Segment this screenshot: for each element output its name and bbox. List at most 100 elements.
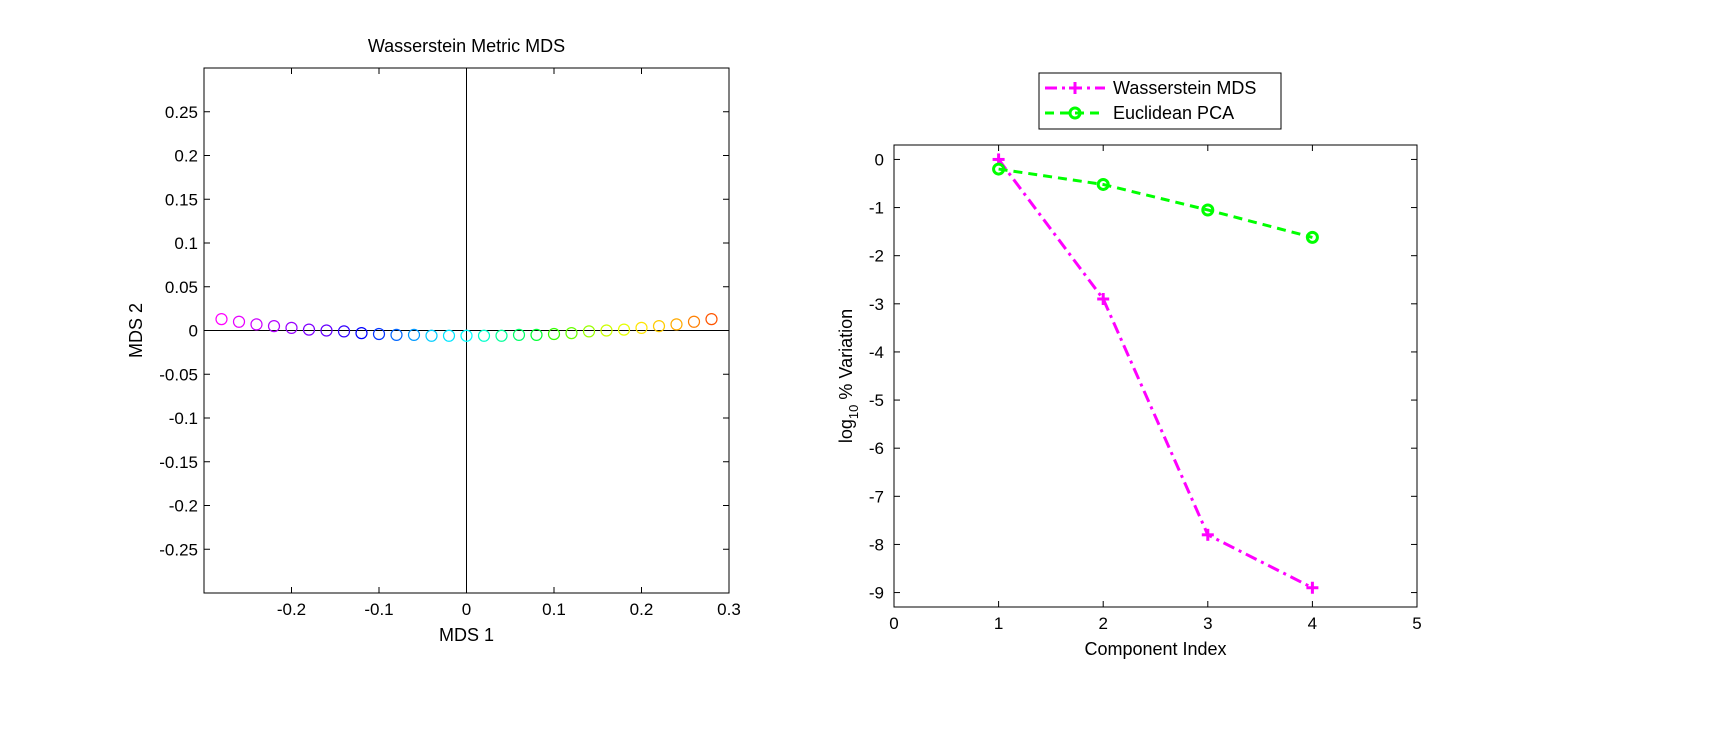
legend-entry: Euclidean PCA xyxy=(1045,103,1234,123)
scatter-point xyxy=(547,327,561,341)
y-tick-label: -9 xyxy=(869,584,884,603)
y-tick-label: -7 xyxy=(869,487,884,506)
circle-marker xyxy=(1068,106,1082,120)
y-axis-label-rest: % Variation xyxy=(836,309,856,405)
y-tick-label: 0.25 xyxy=(165,103,198,122)
x-tick-label: 3 xyxy=(1203,614,1212,633)
tick-marks xyxy=(204,68,730,593)
circle-marker xyxy=(992,162,1006,176)
series-lines xyxy=(992,153,1319,594)
legend-label: Wasserstein MDS xyxy=(1113,78,1256,98)
plus-marker xyxy=(1201,528,1214,541)
scatter-point xyxy=(320,324,333,337)
x-tick-label: 5 xyxy=(1412,614,1421,633)
y-axis-label: log10 % Variation xyxy=(836,309,861,443)
y-tick-label: -0.05 xyxy=(159,365,198,384)
scatter-point xyxy=(705,313,718,326)
y-tick-label: -1 xyxy=(869,199,884,218)
scatter-point xyxy=(600,324,613,337)
x-tick-label: -0.1 xyxy=(364,600,393,619)
y-tick-label: 0 xyxy=(875,150,884,169)
scatter-point xyxy=(477,329,491,342)
y-tick-label: -0.2 xyxy=(169,497,198,516)
y-axis-label-subscript: 10 xyxy=(846,405,861,419)
circle-marker xyxy=(1305,230,1319,244)
scatter-point xyxy=(635,321,648,334)
y-tick-label: -8 xyxy=(869,535,884,554)
y-tick-label: 0.1 xyxy=(174,234,198,253)
chart-title: Wasserstein Metric MDS xyxy=(368,36,565,56)
series-line xyxy=(998,167,1313,239)
x-axis-label: Component Index xyxy=(1084,639,1226,659)
scatter-points xyxy=(215,313,718,342)
scatter-point xyxy=(687,315,701,328)
scatter-point xyxy=(530,328,543,341)
legend-label: Euclidean PCA xyxy=(1113,103,1234,123)
scatter-point xyxy=(512,328,526,341)
y-tick-label: -4 xyxy=(869,343,884,362)
tick-labels: 0 1 2 3 4 5 0 -1 -2 -3 -4 -5 -6 -7 -8 -9 xyxy=(869,150,1422,633)
scatter-point xyxy=(565,327,578,340)
y-tick-label: 0.2 xyxy=(174,147,198,166)
x-tick-label: 0.3 xyxy=(717,600,741,619)
circle-marker xyxy=(1201,203,1215,217)
scatter-point xyxy=(337,325,351,338)
circle-marker xyxy=(1096,177,1110,191)
x-tick-label: 0.2 xyxy=(630,600,654,619)
variation-line-chart: 0 1 2 3 4 5 0 -1 -2 -3 -4 -5 -6 -7 -8 -9 Component Inde… xyxy=(836,72,1422,659)
scatter-point xyxy=(215,313,228,326)
x-tick-label: 0 xyxy=(889,614,898,633)
legend-box xyxy=(1038,72,1282,130)
y-tick-label: -0.25 xyxy=(159,540,198,559)
series-euclidean-pca xyxy=(992,162,1319,244)
x-tick-label: 2 xyxy=(1098,614,1107,633)
series-wasserstein-mds xyxy=(992,153,1319,594)
plot-frame xyxy=(893,144,1418,608)
y-tick-label: 0.15 xyxy=(165,190,198,209)
y-tick-label: 0.05 xyxy=(165,278,198,297)
scatter-point xyxy=(670,318,683,331)
legend-entries: Wasserstein MDS Euclidean PCA xyxy=(1045,78,1256,123)
plus-marker xyxy=(1069,82,1081,94)
scatter-point xyxy=(355,327,368,340)
tick-marks xyxy=(893,145,1418,607)
scatter-point xyxy=(495,329,508,342)
y-axis-label: MDS 2 xyxy=(126,303,146,358)
x-axis-label: MDS 1 xyxy=(439,625,494,645)
y-axis-label-main: log xyxy=(836,419,856,443)
y-tick-label: -6 xyxy=(869,439,884,458)
plus-marker xyxy=(1097,293,1110,305)
legend-entry: Wasserstein MDS xyxy=(1045,78,1256,98)
scatter-point xyxy=(652,320,666,333)
scatter-point xyxy=(302,323,316,336)
x-tick-label: 4 xyxy=(1308,614,1317,633)
scatter-point xyxy=(460,329,473,342)
y-tick-label: -2 xyxy=(869,247,884,266)
plus-marker xyxy=(1306,581,1319,594)
tick-labels: -0.2 -0.1 0 0.1 0.2 0.3 0.25 0.2 0.15 0.1 0.05 0 -0.… xyxy=(159,103,741,619)
x-tick-label: -0.2 xyxy=(277,600,306,619)
mds-scatter-chart: Wasserstein Metric MDS -0.2 -0.1 0 0.1 0.2 0.… xyxy=(126,36,741,645)
scatter-point xyxy=(407,328,421,341)
y-tick-label: 0 xyxy=(189,322,198,341)
scatter-point xyxy=(390,328,403,341)
y-tick-label: -5 xyxy=(869,391,884,410)
x-tick-label: 0.1 xyxy=(542,600,566,619)
x-tick-label: 0 xyxy=(462,600,471,619)
scatter-point xyxy=(267,320,281,333)
legend: Wasserstein MDS Euclidean PCA xyxy=(1038,72,1282,130)
scatter-point xyxy=(617,323,631,336)
scatter-point xyxy=(285,321,298,334)
scatter-point xyxy=(250,318,263,331)
y-tick-label: -0.1 xyxy=(169,409,198,428)
scatter-point xyxy=(372,327,386,341)
x-tick-label: 1 xyxy=(994,614,1003,633)
scatter-point xyxy=(232,315,246,328)
series-line xyxy=(997,158,1314,590)
scatter-point xyxy=(582,325,596,338)
y-tick-label: -0.15 xyxy=(159,453,198,472)
scatter-point xyxy=(425,329,438,342)
y-tick-label: -3 xyxy=(869,295,884,314)
scatter-point xyxy=(442,329,456,342)
